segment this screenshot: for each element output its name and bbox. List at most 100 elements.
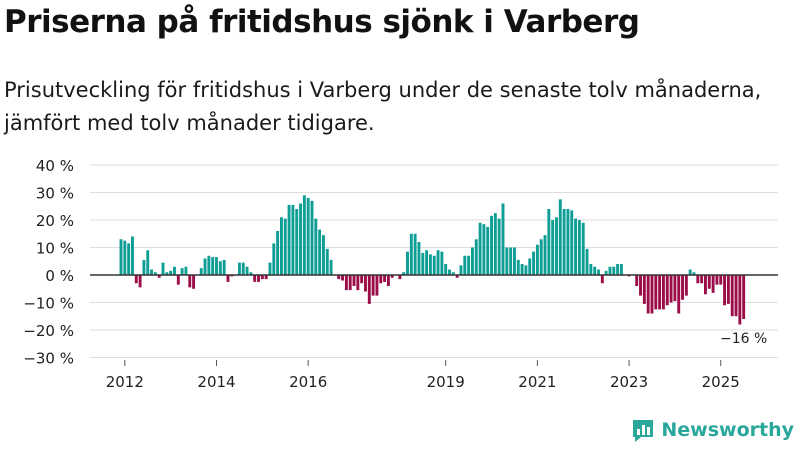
bar [486,226,490,275]
bar [455,275,459,278]
bar [348,275,352,291]
bar [310,200,314,275]
bar [490,215,493,275]
bar [352,275,356,286]
bar [673,275,677,302]
bar [524,265,528,275]
bar [711,275,715,293]
bar [688,269,692,275]
bar [723,275,727,306]
bar [325,248,329,275]
bar [619,264,623,275]
bar [406,251,409,275]
bar [425,250,429,275]
bar [700,275,704,284]
bar [474,239,478,275]
bar [295,209,299,275]
bar [268,262,272,275]
bar [696,275,700,284]
bar [314,218,318,275]
bar [367,275,371,304]
y-tick-label: −10 % [23,295,74,313]
bar [302,195,306,275]
bar [199,268,203,275]
bar [180,268,184,275]
newsworthy-logo: Newsworthy [630,416,794,444]
bar [516,259,520,275]
bar [421,253,425,275]
bar [635,275,639,286]
bar [237,262,241,275]
bar [142,259,146,275]
bar [612,266,616,275]
bar [257,275,260,282]
bar [222,259,226,275]
bar [436,250,440,275]
bar [226,275,230,282]
bar [558,199,562,275]
bar [337,275,341,280]
bar [505,247,509,275]
bar [704,275,707,295]
bar [287,204,291,275]
bar [448,269,451,275]
bar [428,254,432,275]
bar [509,247,513,275]
bar [570,210,574,275]
bar [398,275,402,280]
bar [299,203,302,275]
bar [283,218,287,275]
bar [291,204,295,275]
bar [192,275,196,289]
bar [364,275,367,292]
bar [539,239,543,275]
bar [371,275,375,296]
bar [188,275,192,288]
bar [253,275,257,282]
bar [535,244,539,275]
bar [470,247,474,275]
bar [597,269,600,275]
bar [173,266,176,275]
bar [581,222,585,275]
x-tick-label: 2012 [106,373,144,391]
bar [707,275,711,289]
bar [650,275,654,314]
bar [127,243,131,275]
x-tick-label: 2014 [197,373,235,391]
bar [738,275,742,325]
bar [681,275,684,300]
x-tick-label: 2023 [610,373,648,391]
bar [742,275,746,319]
bar [639,275,642,296]
bar [532,251,536,275]
bar [440,251,444,275]
chart-subtitle: Prisutveckling för fritidshus i Varberg … [4,78,762,135]
bar [390,275,394,278]
bar [646,275,650,314]
bar [386,275,390,286]
y-tick-label: 10 % [36,240,74,258]
bar [566,209,570,275]
bar [165,272,169,275]
bar [730,275,734,317]
bar [604,270,608,275]
bar [379,275,383,284]
bar [555,217,558,275]
bar [642,275,646,304]
bar [658,275,662,310]
bar [528,258,532,275]
bar [146,250,150,275]
bar [551,220,555,275]
last-value-label: −16 % [720,331,767,347]
y-tick-label: 0 % [45,267,74,285]
bar [719,275,723,285]
bar [318,229,322,275]
bar [272,243,276,275]
bar [600,275,604,284]
bar [734,275,738,317]
bar [577,220,581,275]
x-tick-label: 2021 [518,373,556,391]
bar [176,275,180,285]
bar [562,209,566,275]
